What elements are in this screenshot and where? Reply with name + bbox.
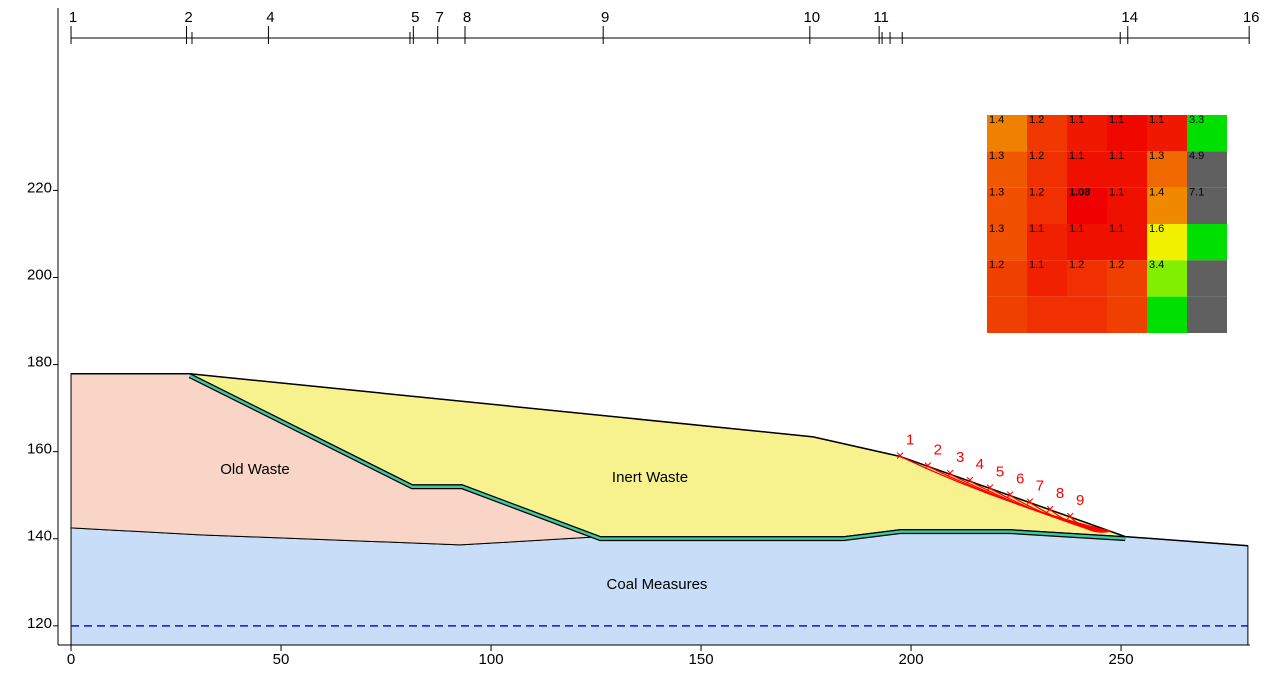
slip-marker: × bbox=[1026, 494, 1035, 511]
slip-marker: × bbox=[896, 447, 905, 464]
section-label: 9 bbox=[601, 9, 609, 26]
y-tick-label: 160 bbox=[27, 441, 52, 458]
fos-value: 1.1 bbox=[1149, 114, 1164, 126]
fos-value: 1.4 bbox=[989, 114, 1004, 126]
fos-value: 1.1 bbox=[1109, 150, 1124, 162]
fos-value: 1.2 bbox=[1029, 114, 1044, 126]
section-label: 2 bbox=[184, 9, 192, 26]
fos-cell bbox=[1107, 297, 1147, 333]
slip-marker: × bbox=[965, 472, 974, 489]
slip-label: 1 bbox=[906, 431, 914, 448]
section-label: 4 bbox=[266, 9, 274, 26]
fos-value: 1.2 bbox=[1109, 259, 1124, 271]
slip-marker: × bbox=[1006, 487, 1015, 504]
section-label: 8 bbox=[463, 9, 471, 26]
fos-value: 1.3 bbox=[1149, 150, 1164, 162]
region-label: Inert Waste bbox=[612, 469, 688, 486]
section-label: 14 bbox=[1121, 9, 1138, 26]
y-tick-label: 140 bbox=[27, 528, 52, 545]
fos-cell bbox=[1027, 297, 1067, 333]
slip-label: 5 bbox=[996, 463, 1004, 480]
fos-cell bbox=[1067, 297, 1107, 333]
x-tick-label: 250 bbox=[1109, 651, 1134, 668]
fos-value: 1.1 bbox=[1069, 114, 1084, 126]
slip-label: 8 bbox=[1056, 485, 1064, 502]
slip-label: 9 bbox=[1076, 492, 1084, 509]
fos-value: 1.2 bbox=[1029, 150, 1044, 162]
fos-value: 1.2 bbox=[1069, 259, 1084, 271]
fos-value: 1.08 bbox=[1069, 187, 1090, 199]
fos-value: 1.4 bbox=[1149, 187, 1164, 199]
fos-cell bbox=[1187, 260, 1227, 296]
fos-value: 1.1 bbox=[1109, 187, 1124, 199]
fos-cell bbox=[1187, 224, 1227, 260]
fos-cell bbox=[987, 297, 1027, 333]
x-tick-label: 100 bbox=[479, 651, 504, 668]
slip-marker: × bbox=[1066, 508, 1075, 525]
x-tick-label: 50 bbox=[273, 651, 290, 668]
fos-value: 1.3 bbox=[989, 150, 1004, 162]
slip-label: 7 bbox=[1036, 478, 1044, 495]
slip-label: 2 bbox=[934, 441, 942, 458]
slip-marker: × bbox=[1046, 501, 1055, 518]
y-tick-label: 120 bbox=[27, 615, 52, 632]
slip-label: 4 bbox=[976, 456, 984, 473]
fos-value: 1.1 bbox=[1109, 114, 1124, 126]
fos-value: 1.2 bbox=[1029, 187, 1044, 199]
slip-label: 3 bbox=[956, 449, 964, 466]
fos-cell bbox=[1187, 297, 1227, 333]
slip-marker: × bbox=[986, 479, 995, 496]
y-tick-label: 180 bbox=[27, 354, 52, 371]
fos-value: 1.1 bbox=[1069, 150, 1084, 162]
fos-value: 1.3 bbox=[989, 187, 1004, 199]
fos-cell bbox=[1147, 297, 1187, 333]
x-tick-label: 0 bbox=[67, 651, 75, 668]
section-label: 16 bbox=[1243, 9, 1260, 26]
region-label: Old Waste bbox=[220, 461, 289, 478]
fos-value: 3.3 bbox=[1189, 114, 1204, 126]
y-tick-label: 220 bbox=[27, 179, 52, 196]
x-tick-label: 200 bbox=[899, 651, 924, 668]
slip-marker: × bbox=[923, 457, 932, 474]
fos-value: 1.2 bbox=[989, 259, 1004, 271]
section-label: 11 bbox=[873, 9, 889, 26]
fos-value: 1.1 bbox=[1069, 223, 1084, 235]
fos-value: 7.1 bbox=[1189, 187, 1204, 199]
fos-value: 1.6 bbox=[1149, 223, 1164, 235]
region-label: Coal Measures bbox=[607, 576, 708, 593]
x-tick-label: 150 bbox=[689, 651, 714, 668]
slip-label: 6 bbox=[1016, 471, 1024, 488]
fos-value: 1.3 bbox=[989, 223, 1004, 235]
y-tick-label: 200 bbox=[27, 266, 52, 283]
slip-marker: × bbox=[946, 465, 955, 482]
fos-value: 1.1 bbox=[1029, 259, 1044, 271]
section-label: 7 bbox=[436, 9, 444, 26]
fos-value: 4.9 bbox=[1189, 150, 1204, 162]
fos-value: 1.1 bbox=[1029, 223, 1044, 235]
section-label: 1 bbox=[69, 9, 77, 26]
section-label: 10 bbox=[803, 9, 820, 26]
fos-value: 3.4 bbox=[1149, 259, 1164, 271]
fos-value: 1.1 bbox=[1109, 223, 1124, 235]
section-label: 5 bbox=[411, 9, 419, 26]
